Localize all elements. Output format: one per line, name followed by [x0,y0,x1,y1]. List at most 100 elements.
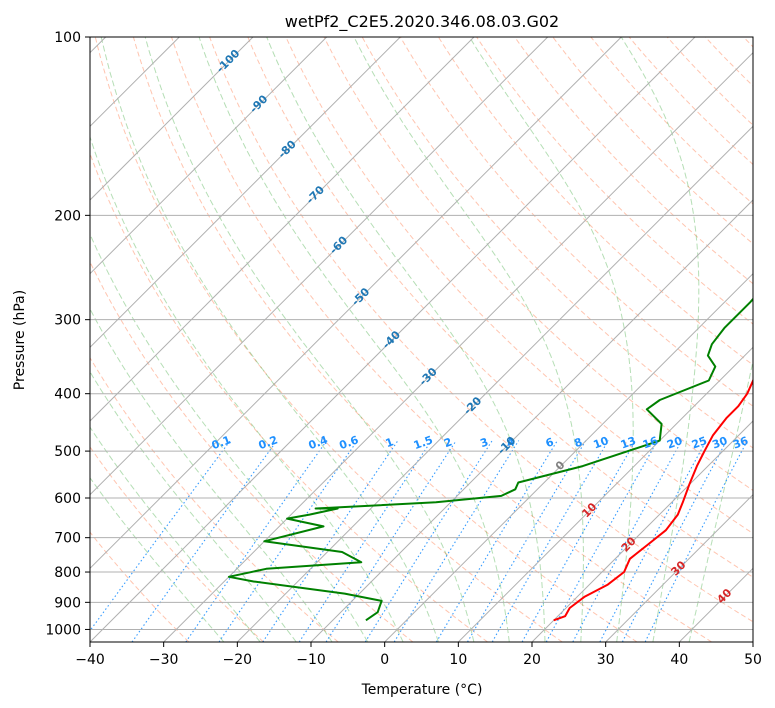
isotherm-line [90,37,401,349]
mixing-ratio-label: 3 [478,435,490,450]
moist-adiabat-line [144,37,475,642]
series-line-2 [227,297,753,622]
y-axis-label: Pressure (hPa) [12,290,28,390]
mixing-ratio-line [131,440,278,642]
mixing-ratio-label: 20 [665,434,684,452]
chart-title: wetPf2_C2E5.2020.346.08.03.G02 [285,12,559,32]
mixing-ratio-label: 8 [572,435,584,450]
mixing-ratio-label: 1 [384,435,396,450]
y-tick-label: 600 [54,491,81,507]
y-tick-label: 700 [54,531,81,547]
mixing-ratio-line [572,440,683,642]
y-tick-label: 1000 [45,622,81,638]
isotherm-line [90,37,696,642]
mixing-ratio-label: 13 [619,434,638,451]
moist-adiabat-line [688,358,753,642]
x-tick-label: 30 [597,652,615,668]
mixing-ratio-label: 0.1 [210,433,233,452]
isotherm-line [384,272,753,642]
isotherm-line [90,37,328,275]
moist-adiabat-line [266,37,546,642]
mixing-ratio-label: 30 [710,434,729,452]
moist-adiabat-line [90,232,369,642]
x-tick-label: 10 [449,652,467,668]
mixing-ratio-label: 0.6 [338,433,361,452]
moist-adiabat-line [469,37,634,642]
isotherm-line [90,37,475,422]
isotherm-line [310,199,753,642]
mixing-ratio-line [298,440,432,642]
x-tick-label: −30 [149,652,179,668]
mixing-ratio-label: 25 [690,434,709,451]
background-lines [90,37,753,642]
dry-adiabat-line [476,37,753,325]
plot-frame [89,36,754,643]
mixing-ratio-label: 0.4 [307,433,330,452]
moist-adiabat-line [100,37,439,642]
gridlines [90,37,753,642]
mixing-ratio-line [467,440,587,642]
dry-adiabat-line [590,37,753,205]
x-tick-label: 0 [380,652,389,668]
y-tick-label: 800 [54,565,81,581]
dry-adiabat-line [90,356,339,642]
mixing-ratio-line [435,440,558,642]
isotherm-line [531,420,753,642]
isotherm-line [457,346,753,642]
profile-lines [227,297,753,622]
dry-adiabat-line [285,37,753,535]
y-axis-ticks: 100 200 300 400 500 600 700 800 900 1000 [45,30,90,638]
mixing-ratio-line [644,440,748,642]
mixing-ratio-line [325,440,457,642]
isotherm-line [236,125,753,642]
x-axis-label: Temperature (°C) [361,682,483,698]
isotherm-line [605,493,753,642]
dry-adiabat-line [171,37,712,642]
mixing-ratio-label: 36 [731,434,750,452]
isotherm-line [90,37,549,496]
dry-adiabat-line [90,531,190,642]
mixing-ratio-line [364,440,493,642]
dry-adiabat-line [90,260,414,642]
series-line-1 [553,378,753,622]
y-tick-label: 100 [54,30,81,46]
dry-adiabat-line [132,37,638,642]
dry-adiabat-line [437,37,753,366]
mixing-ratio-line [185,440,328,642]
x-tick-label: 40 [670,652,688,668]
y-tick-label: 500 [54,444,81,460]
mixing-ratio-label: 16 [641,434,660,452]
mixing-ratio-label: 4 [505,435,517,450]
isotherm-line [90,37,622,570]
mixing-ratio-label: 6 [544,435,556,450]
y-tick-label: 200 [54,208,81,224]
moist-adiabat-line [353,37,584,642]
x-axis-ticks: −40 −30 −20 −10 0 10 20 30 40 50 [75,642,762,668]
dry-adiabat-line [209,37,753,623]
y-tick-label: 900 [54,595,81,611]
mixing-ratio-line [90,440,231,632]
x-tick-label: −20 [223,652,253,668]
mixing-ratio-line [262,440,399,642]
moist-adiabat-line [90,308,333,642]
mixing-ratio-line [521,440,637,642]
y-tick-label: 300 [54,313,81,329]
moist-adiabat-line [198,37,510,642]
dry-adiabat-line [552,37,753,245]
mixing-ratio-label: 0.2 [257,433,280,452]
dry-adiabat-line [94,37,563,642]
x-tick-label: −40 [75,652,105,668]
mixing-ratio-line [491,440,609,642]
mixing-ratio-label: 10 [592,434,611,452]
mixing-ratio-line [545,440,659,642]
mixing-ratio-label: 1.5 [412,433,435,452]
dry-adiabat-line [399,37,753,407]
dry-adiabat-line [323,37,753,491]
x-tick-label: 50 [744,652,762,668]
isotherm-line [90,37,254,201]
x-tick-label: 20 [523,652,541,668]
mixing-ratio-label: 2 [442,435,454,450]
y-tick-label: 400 [54,387,81,403]
